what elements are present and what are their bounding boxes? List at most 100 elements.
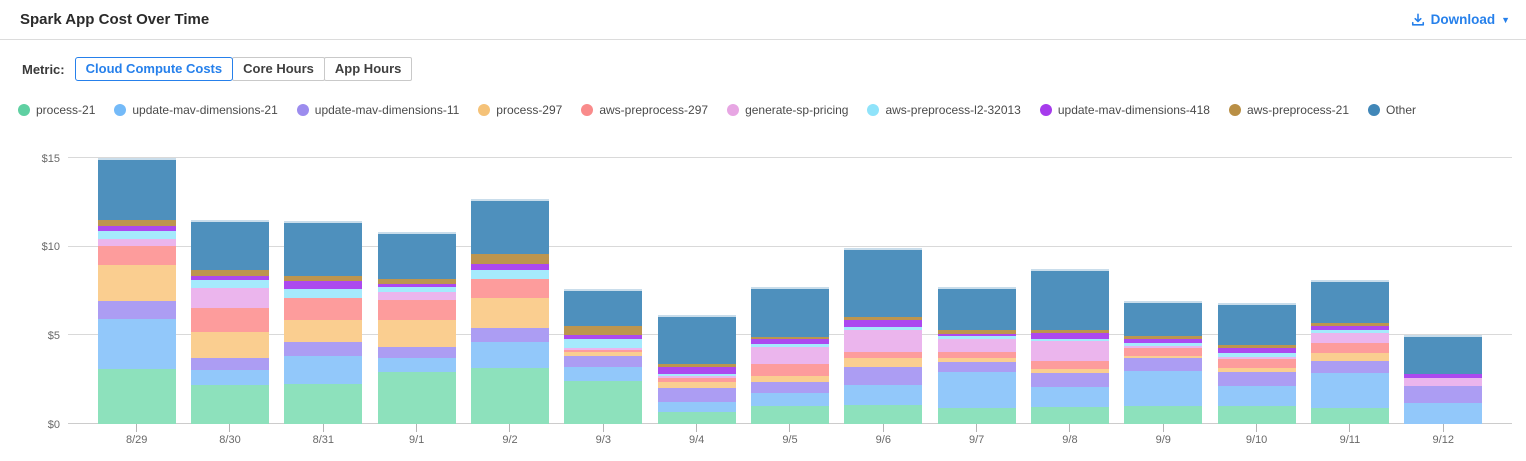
bar-segment[interactable] bbox=[1310, 408, 1389, 424]
bar-segment[interactable] bbox=[564, 381, 643, 424]
legend-item[interactable]: process-21 bbox=[18, 103, 95, 117]
bar-segment[interactable] bbox=[657, 401, 736, 412]
bar-segment[interactable] bbox=[844, 366, 923, 385]
bar-segment[interactable] bbox=[97, 225, 176, 231]
bar-segment[interactable] bbox=[657, 375, 736, 378]
tab-core-hours[interactable]: Core Hours bbox=[232, 57, 325, 81]
legend-item[interactable]: update-mav-dimensions-21 bbox=[114, 103, 278, 117]
bar-segment[interactable] bbox=[1310, 332, 1389, 343]
bar-segment[interactable] bbox=[284, 280, 363, 289]
bar-segment[interactable] bbox=[564, 355, 643, 367]
bar-segment[interactable] bbox=[657, 377, 736, 382]
bar-column[interactable] bbox=[190, 220, 269, 424]
bar-segment[interactable] bbox=[564, 326, 643, 336]
bar-segment[interactable] bbox=[750, 405, 829, 424]
bar-segment[interactable] bbox=[564, 352, 643, 356]
bar-column[interactable] bbox=[657, 315, 736, 424]
bar-segment[interactable] bbox=[1217, 372, 1296, 386]
bar-segment[interactable] bbox=[1217, 359, 1296, 368]
bar-column[interactable] bbox=[1217, 302, 1296, 424]
bar-segment[interactable] bbox=[844, 320, 923, 327]
bar-segment[interactable] bbox=[1310, 353, 1389, 362]
bar-segment[interactable] bbox=[1217, 405, 1296, 424]
bar-segment[interactable] bbox=[1217, 345, 1296, 348]
bar-segment[interactable] bbox=[1404, 378, 1483, 386]
legend-item[interactable]: aws-preprocess-l2-32013 bbox=[867, 103, 1021, 117]
bar-column[interactable] bbox=[284, 221, 363, 424]
bar-segment[interactable] bbox=[1124, 371, 1203, 407]
bar-segment[interactable] bbox=[1030, 406, 1109, 424]
bar-segment[interactable] bbox=[377, 320, 456, 347]
bar-segment[interactable] bbox=[937, 372, 1016, 409]
bar-segment[interactable] bbox=[844, 385, 923, 406]
bar-segment[interactable] bbox=[1030, 341, 1109, 361]
bar-segment[interactable] bbox=[844, 351, 923, 358]
bar-segment[interactable] bbox=[1404, 403, 1483, 424]
bar-column[interactable] bbox=[564, 288, 643, 424]
bar-segment[interactable] bbox=[97, 158, 176, 221]
bar-segment[interactable] bbox=[284, 341, 363, 356]
bar-segment[interactable] bbox=[1310, 372, 1389, 409]
bar-segment[interactable] bbox=[657, 373, 736, 376]
bar-segment[interactable] bbox=[1124, 406, 1203, 424]
bar-segment[interactable] bbox=[937, 361, 1016, 373]
bar-segment[interactable] bbox=[190, 357, 269, 371]
bar-segment[interactable] bbox=[1310, 326, 1389, 330]
bar-segment[interactable] bbox=[564, 366, 643, 382]
bar-segment[interactable] bbox=[1217, 385, 1296, 406]
bar-segment[interactable] bbox=[657, 366, 736, 374]
bar-segment[interactable] bbox=[1030, 386, 1109, 407]
legend-item[interactable]: process-297 bbox=[478, 103, 562, 117]
bar-segment[interactable] bbox=[1030, 360, 1109, 369]
bar-segment[interactable] bbox=[1124, 336, 1203, 340]
legend-item[interactable]: update-mav-dimensions-418 bbox=[1039, 103, 1210, 117]
legend-item[interactable]: aws-preprocess-21 bbox=[1228, 103, 1349, 117]
bar-column[interactable] bbox=[470, 199, 549, 424]
bar-segment[interactable] bbox=[377, 286, 456, 292]
bar-column[interactable] bbox=[844, 248, 923, 424]
bar-segment[interactable] bbox=[470, 263, 549, 271]
bar-segment[interactable] bbox=[750, 336, 829, 340]
bar-segment[interactable] bbox=[1310, 279, 1389, 323]
bar-segment[interactable] bbox=[657, 411, 736, 424]
bar-segment[interactable] bbox=[937, 335, 1016, 339]
bar-segment[interactable] bbox=[750, 375, 829, 382]
bar-segment[interactable] bbox=[1124, 300, 1203, 337]
bar-segment[interactable] bbox=[97, 300, 176, 319]
bar-segment[interactable] bbox=[564, 338, 643, 348]
bar-segment[interactable] bbox=[190, 287, 269, 308]
bar-segment[interactable] bbox=[377, 372, 456, 424]
bar-segment[interactable] bbox=[1217, 302, 1296, 346]
bar-segment[interactable] bbox=[564, 347, 643, 351]
bar-segment[interactable] bbox=[750, 392, 829, 406]
bar-segment[interactable] bbox=[657, 315, 736, 365]
bar-segment[interactable] bbox=[190, 276, 269, 281]
bar-segment[interactable] bbox=[377, 346, 456, 358]
bar-column[interactable] bbox=[377, 232, 456, 424]
bar-segment[interactable] bbox=[844, 248, 923, 317]
bar-segment[interactable] bbox=[190, 307, 269, 333]
bar-segment[interactable] bbox=[750, 346, 829, 365]
bar-segment[interactable] bbox=[284, 221, 363, 276]
bar-segment[interactable] bbox=[97, 265, 176, 301]
bar-column[interactable] bbox=[1404, 334, 1483, 424]
bar-segment[interactable] bbox=[750, 381, 829, 393]
bar-segment[interactable] bbox=[97, 230, 176, 240]
bar-segment[interactable] bbox=[657, 387, 736, 402]
bar-segment[interactable] bbox=[1124, 342, 1203, 346]
bar-segment[interactable] bbox=[377, 278, 456, 284]
bar-segment[interactable] bbox=[284, 297, 363, 321]
bar-segment[interactable] bbox=[844, 326, 923, 331]
bar-segment[interactable] bbox=[1217, 347, 1296, 354]
bar-segment[interactable] bbox=[190, 370, 269, 385]
bar-segment[interactable] bbox=[284, 355, 363, 385]
bar-segment[interactable] bbox=[750, 287, 829, 337]
bar-segment[interactable] bbox=[470, 278, 549, 299]
bar-segment[interactable] bbox=[1030, 269, 1109, 330]
bar-column[interactable] bbox=[750, 287, 829, 424]
bar-segment[interactable] bbox=[937, 330, 1016, 334]
bar-segment[interactable] bbox=[937, 408, 1016, 424]
bar-segment[interactable] bbox=[377, 232, 456, 279]
bar-segment[interactable] bbox=[750, 339, 829, 344]
bar-segment[interactable] bbox=[1030, 332, 1109, 339]
